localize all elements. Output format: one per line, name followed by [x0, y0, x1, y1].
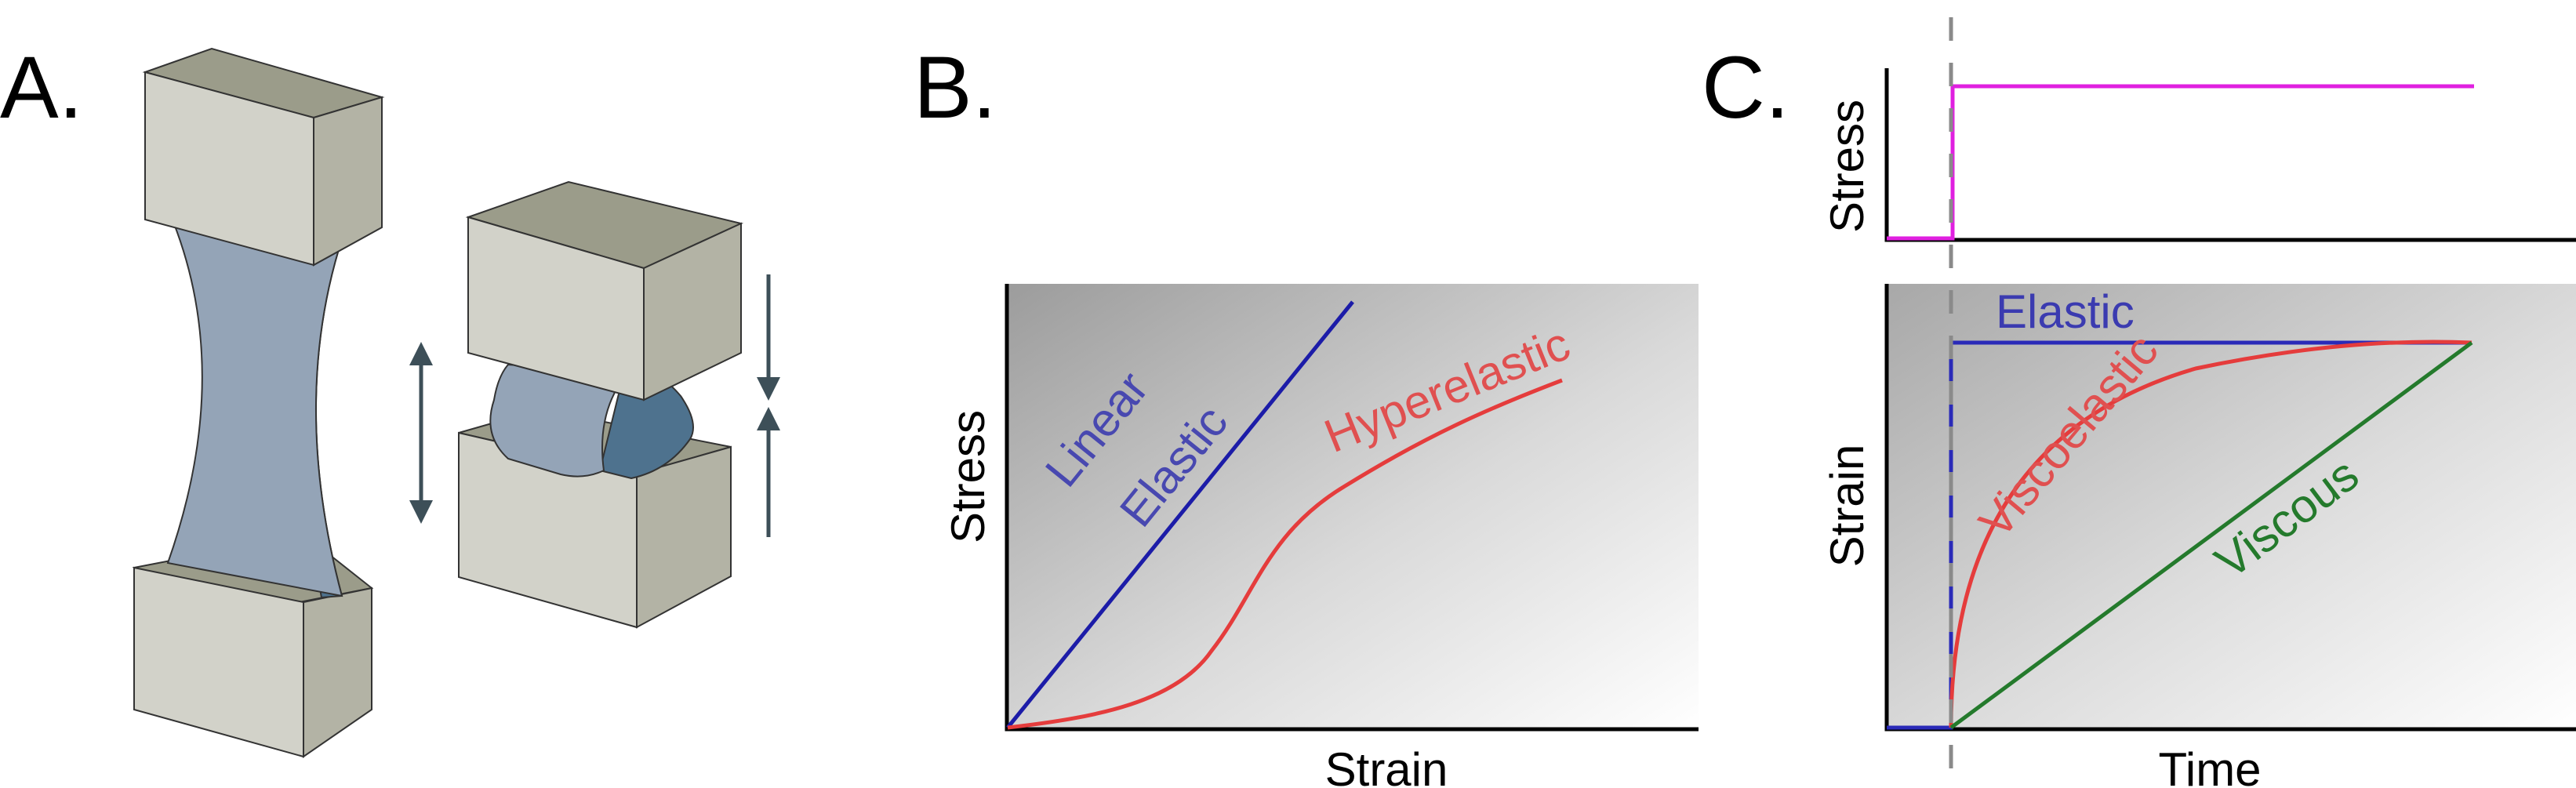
panel-c-stress-plot: Stress	[1821, 68, 2576, 242]
panel-c-top-axes	[1884, 68, 2576, 242]
compression-specimen-front	[489, 363, 629, 478]
hyperelastic-curve	[1007, 378, 1563, 730]
tension-top-grip-side	[313, 96, 383, 267]
compression-top-platen-side	[643, 222, 742, 401]
tension-bottom-grip-side	[303, 586, 372, 758]
panel-c-strain-plot: Elastic Viscoelastic Viscous Strain Time	[1821, 284, 2576, 788]
panel-b-x-axis-title: Strain	[1325, 743, 1448, 788]
panel-b: B. Linear Elastic Hyperelastic Strain St…	[914, 38, 1699, 788]
compression-specimen-illustration	[458, 180, 744, 629]
tension-top-grip	[142, 47, 385, 267]
viscous-curve	[1949, 340, 2473, 730]
panel-b-letter: B.	[914, 38, 997, 136]
panel-c-stress-axis-title: Stress	[1821, 100, 1873, 233]
tension-specimen-illustration	[132, 47, 385, 758]
panel-a-letter: A.	[0, 38, 83, 136]
stress-step-curve	[1887, 84, 2474, 241]
compression-top-platen	[465, 180, 744, 401]
elastic-curve-label: Elastic	[1996, 285, 2135, 338]
panel-c-strain-axis-title: Strain	[1821, 445, 1873, 568]
panel-c-x-axis-title: Time	[2158, 743, 2261, 788]
panel-c: C. Stress Elastic Viscoelastic Viscous S…	[1702, 17, 2576, 788]
panel-a: A.	[0, 38, 780, 758]
panel-b-axes	[1005, 284, 1699, 732]
panel-b-y-axis-title: Stress	[942, 410, 994, 543]
viscoelastic-curve	[1949, 340, 2472, 728]
tension-specimen-front	[166, 220, 343, 597]
panel-b-plot-area	[1007, 284, 1699, 729]
compression-bottom-platen-side	[636, 445, 732, 629]
linear-elastic-curve	[1006, 300, 1354, 729]
panel-c-letter: C.	[1702, 38, 1789, 136]
